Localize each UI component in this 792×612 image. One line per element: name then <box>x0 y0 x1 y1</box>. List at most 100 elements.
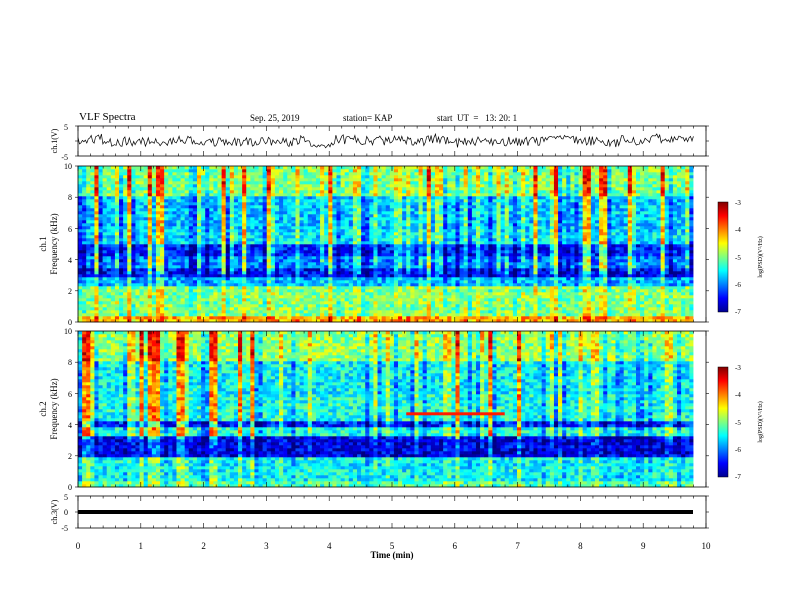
spectrogram-cell <box>352 223 358 227</box>
spectrogram-cell <box>143 271 149 275</box>
spectrogram-cell <box>131 277 136 281</box>
spectrogram-cell <box>521 232 526 236</box>
spectrogram-cell <box>287 247 292 251</box>
spectrogram-cell <box>332 313 337 317</box>
spectrogram-cell <box>320 241 325 245</box>
spectrogram-cell <box>455 277 460 281</box>
spectrogram-cell <box>274 313 280 317</box>
spectrogram-cell <box>348 298 354 302</box>
spectrogram-cell <box>192 253 198 257</box>
spectrogram-cell <box>168 256 173 260</box>
spectrogram-cell <box>320 292 325 296</box>
spectrogram-cell <box>541 277 547 281</box>
spectrogram-cell <box>553 253 559 257</box>
spectrogram-cell <box>611 298 616 302</box>
spectrogram-cell <box>196 223 202 227</box>
spectrogram-cell <box>279 307 284 311</box>
spectrogram-cell <box>123 250 128 254</box>
spectrogram-cell <box>377 316 382 320</box>
spectrogram-cell <box>381 310 387 314</box>
spectrogram-cell <box>562 304 567 308</box>
spectrogram-cell <box>209 226 214 230</box>
spectrogram-cell <box>352 238 358 242</box>
spectrogram-cell <box>521 316 526 320</box>
spectrogram-cell <box>430 226 436 230</box>
spectrogram-cell <box>328 319 333 323</box>
spectrogram-cell <box>176 232 181 236</box>
spectrogram-cell <box>418 244 423 248</box>
spectrogram-cell <box>184 280 190 284</box>
spectrogram-cell <box>689 256 694 260</box>
spectrogram-cell <box>529 307 534 311</box>
spectrogram-cell <box>86 238 91 242</box>
spectrogram-cell <box>188 274 194 278</box>
spectrogram-cell <box>496 289 501 293</box>
spectrogram-cell <box>283 256 288 260</box>
spectrogram-cell <box>303 283 309 287</box>
spectrogram-cell <box>463 313 469 317</box>
spectrogram-cell <box>172 304 177 308</box>
spectrogram-cell <box>201 313 206 317</box>
spectrogram-cell <box>615 241 620 245</box>
spectrogram-cell <box>324 316 329 320</box>
spectrogram-cell <box>225 298 231 302</box>
spectrogram-cell <box>508 304 514 308</box>
spectrogram-cell <box>201 271 206 275</box>
spectrogram-cell <box>258 283 263 287</box>
spectrogram-cell <box>135 316 140 320</box>
spectrogram-cell <box>176 241 181 245</box>
spectrogram-cell <box>488 226 493 230</box>
spectrogram-cell <box>381 295 387 299</box>
spectrogram-cell <box>504 286 510 290</box>
spectrogram-cell <box>365 235 370 239</box>
spectrogram-cell <box>562 274 567 278</box>
spectrogram-cell <box>586 289 592 293</box>
spectrogram-cell <box>685 277 690 281</box>
spectrogram-cell <box>246 247 251 251</box>
spectrogram-cell <box>570 277 575 281</box>
spectrogram-cell <box>562 292 567 296</box>
spectrogram-cell <box>443 313 448 317</box>
spectrogram-cell <box>652 301 657 305</box>
spectrogram-cell <box>217 232 222 236</box>
spectrogram-cell <box>562 244 567 248</box>
spectrogram-cell <box>340 319 345 323</box>
spectrogram-cell <box>192 280 198 284</box>
spectrogram-cell <box>373 274 378 278</box>
spectrogram-cell <box>82 268 87 272</box>
spectrogram-cell <box>82 235 87 239</box>
spectrogram-cell <box>648 229 653 233</box>
spectrogram-cell <box>307 241 313 245</box>
spectrogram-cell <box>127 238 132 242</box>
spectrogram-cell <box>283 292 288 296</box>
spectrogram-cell <box>537 262 542 266</box>
spectrogram-cell <box>393 283 399 287</box>
spectrogram-cell <box>393 256 399 260</box>
spectrogram-cell <box>246 250 251 254</box>
spectrogram-cell <box>459 289 464 293</box>
spectrogram-cell <box>176 235 181 239</box>
spectrogram-cell <box>291 283 296 287</box>
spectrogram-cell <box>336 238 341 242</box>
spectrogram-cell <box>127 283 132 287</box>
spectrogram-cell <box>504 247 510 251</box>
spectrogram-cell <box>443 235 448 239</box>
spectrogram-cell <box>143 274 149 278</box>
spectrogram-cell <box>291 259 296 263</box>
spectrogram-cell <box>336 241 341 245</box>
spectrogram-cell <box>492 244 497 248</box>
spectrogram-cell <box>287 241 292 245</box>
spectrogram-cell <box>517 295 522 299</box>
spectrogram-cell <box>582 271 588 275</box>
spectrogram-cell <box>340 262 345 266</box>
spectrogram-cell <box>529 256 534 260</box>
spectrogram-cell <box>537 265 542 269</box>
spectrogram-cell <box>274 301 280 305</box>
spectrogram-cell <box>291 235 296 239</box>
spectrogram-cell <box>213 283 218 287</box>
spectrogram-cell <box>537 271 542 275</box>
spectrogram-cell <box>258 286 263 290</box>
spectrogram-cell <box>623 286 629 290</box>
spectrogram-cell <box>180 313 185 317</box>
spectrogram-cell <box>434 310 440 314</box>
